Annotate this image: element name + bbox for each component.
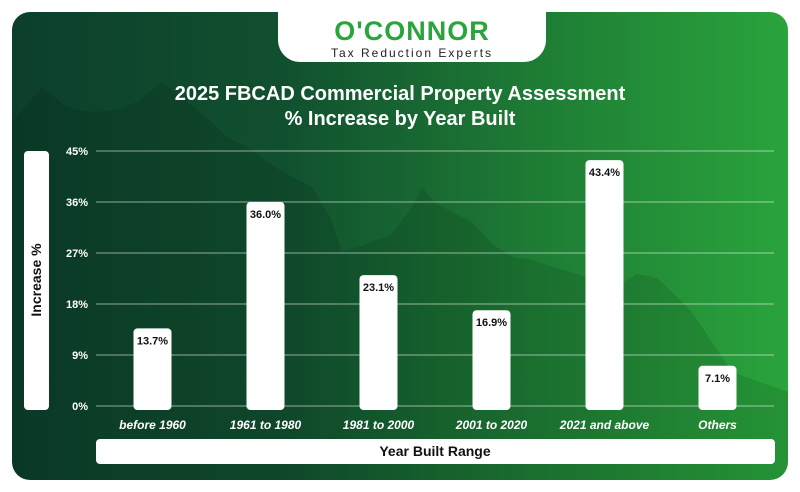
- bar-value-label: 7.1%: [705, 373, 730, 385]
- brand-tagline: Tax Reduction Experts: [330, 46, 494, 60]
- chart: 2025 FBCAD Commercial Property Assessmen…: [12, 82, 788, 480]
- x-tick-label: 2021 and above: [559, 418, 650, 432]
- y-tick-label: 45%: [66, 146, 88, 158]
- x-tick-label: before 1960: [119, 418, 186, 432]
- y-axis-title-box: [24, 151, 49, 410]
- bar: [585, 160, 624, 410]
- x-axis-title-box: [96, 439, 775, 464]
- x-tick-label: 2001 to 2020: [455, 418, 528, 432]
- y-axis-title: Increase %: [28, 243, 44, 317]
- x-tick-label: 1981 to 2000: [343, 418, 415, 432]
- y-tick-label: 0%: [72, 401, 88, 413]
- chart-card: 2025 FBCAD Commercial Property Assessmen…: [12, 12, 788, 480]
- bar-value-label: 43.4%: [589, 167, 620, 179]
- bar: [359, 275, 398, 410]
- bar: [472, 310, 511, 410]
- bars-layer: 13.7% before 1960 36.0% 1961 to 1980 23.1% 19…: [119, 160, 737, 432]
- y-tick-label: 36%: [66, 197, 88, 209]
- y-tick-label: 9%: [72, 350, 88, 362]
- bar: [133, 328, 172, 410]
- chart-title: 2025 FBCAD Commercial Property Assessmen…: [175, 83, 626, 105]
- bar: [246, 202, 285, 410]
- y-tick-label: 27%: [66, 248, 88, 260]
- logo-tab: O'CONNOR Tax Reduction Experts: [278, 12, 546, 62]
- bar: [698, 365, 737, 410]
- bar-value-label: 36.0%: [250, 209, 281, 221]
- x-tick-label: 1961 to 1980: [230, 418, 302, 432]
- brand-logo: O'CONNOR: [334, 16, 490, 46]
- bar-value-label: 16.9%: [476, 317, 507, 329]
- y-tick-label: 18%: [66, 299, 88, 311]
- chart-subtitle: % Increase by Year Built: [285, 108, 516, 130]
- x-axis-title: Year Built Range: [379, 443, 490, 459]
- bar-value-label: 23.1%: [363, 282, 394, 294]
- bar-value-label: 13.7%: [137, 335, 168, 347]
- x-tick-label: Others: [698, 418, 737, 432]
- grid-layer: 0% 9% 18% 27% 36% 45%: [66, 146, 774, 413]
